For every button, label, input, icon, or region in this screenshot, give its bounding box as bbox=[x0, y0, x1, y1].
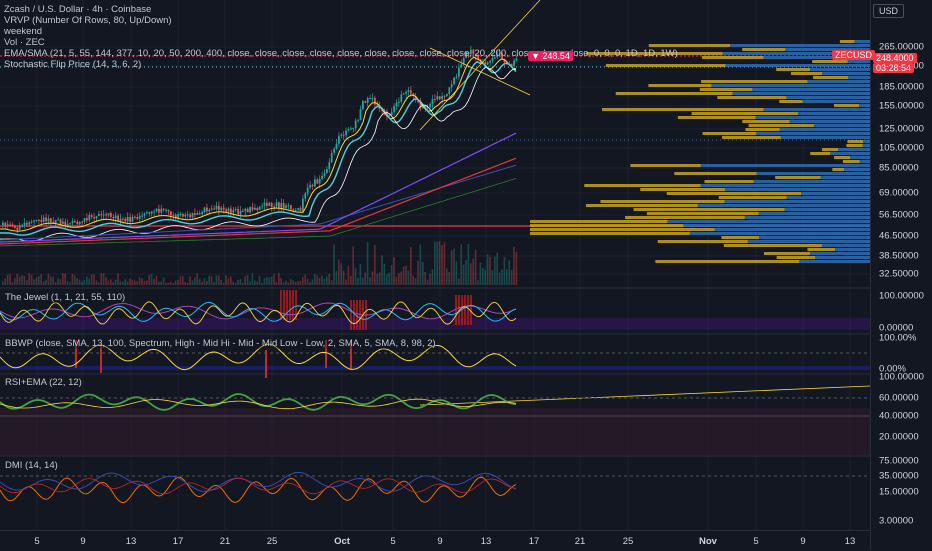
dmi-tick: 3.00000 bbox=[879, 515, 914, 527]
flip-price-tag: ▼ 248.54 bbox=[528, 51, 573, 61]
bbwp-tick: 100.00% bbox=[879, 332, 917, 344]
indicator-weekend[interactable]: weekend bbox=[4, 26, 43, 37]
jewel-pane-title[interactable]: The Jewel (1, 1, 21, 55, 110) bbox=[5, 292, 126, 303]
price-tick: 85.00000 bbox=[879, 162, 919, 174]
dmi-tick: 15.00000 bbox=[879, 486, 919, 498]
time-tick: 17 bbox=[528, 536, 540, 547]
rsi-pane-title[interactable]: RSI+EMA (22, 12) bbox=[5, 377, 82, 388]
rsi-tick: 100.00000 bbox=[879, 371, 924, 383]
currency-button[interactable]: USD bbox=[873, 4, 905, 18]
time-tick: Oct bbox=[334, 536, 350, 547]
price-tick: 265.00000 bbox=[879, 41, 924, 53]
time-tick: 25 bbox=[622, 536, 634, 547]
time-tick: 13 bbox=[125, 536, 137, 547]
time-tick: 9 bbox=[800, 536, 806, 547]
symbol-tag: ZECUSD bbox=[832, 50, 876, 60]
time-tick: Nov bbox=[699, 536, 717, 547]
price-tick: 125.00000 bbox=[879, 123, 924, 135]
indicator-stoch-flip[interactable]: Stochastic Flip Price (14, 3, 6, 2) bbox=[4, 59, 142, 70]
time-tick: 5 bbox=[753, 536, 759, 547]
price-tick: 32.50000 bbox=[879, 268, 919, 280]
rsi-tick: 20.00000 bbox=[879, 431, 919, 443]
dmi-tick: 35.00000 bbox=[879, 470, 919, 482]
jewel-tick: 100.00000 bbox=[879, 290, 924, 302]
time-tick: 17 bbox=[172, 536, 184, 547]
price-tick: 185.00000 bbox=[879, 81, 924, 93]
time-tick: 21 bbox=[219, 536, 231, 547]
price-axis[interactable]: USD 265.00000225.00000185.00000155.00000… bbox=[870, 0, 932, 550]
time-tick: 21 bbox=[574, 536, 586, 547]
time-tick: 13 bbox=[844, 536, 856, 547]
price-tick: 69.00000 bbox=[879, 187, 919, 199]
last-price-tag: 248.4000 bbox=[873, 53, 917, 63]
chart-canvas[interactable] bbox=[0, 0, 870, 530]
time-tick: 25 bbox=[266, 536, 278, 547]
chart-legend: Zcash / U.S. Dollar · 4h · Coinbase VRVP… bbox=[4, 4, 678, 70]
time-axis[interactable]: 5 9 13 17 21 25 Oct 5 9 13 17 21 25 Nov 5 9 13 bbox=[0, 530, 870, 551]
countdown-tag: 03:28:54 bbox=[873, 63, 915, 73]
time-tick: 9 bbox=[437, 536, 443, 547]
indicator-ema-sma[interactable]: EMA/SMA (21, 5, 55, 144, 377, 10, 20, 50… bbox=[4, 48, 678, 59]
time-tick: 13 bbox=[480, 536, 492, 547]
price-tick: 105.00000 bbox=[879, 142, 924, 154]
dmi-pane-title[interactable]: DMI (14, 14) bbox=[5, 460, 58, 471]
symbol-title[interactable]: Zcash / U.S. Dollar · 4h · Coinbase bbox=[4, 4, 152, 15]
rsi-tick: 40.00000 bbox=[879, 410, 919, 422]
price-tick: 38.50000 bbox=[879, 250, 919, 262]
indicator-volume[interactable]: Vol · ZEC bbox=[4, 37, 45, 48]
rsi-tick: 60.00000 bbox=[879, 392, 919, 404]
time-tick: 5 bbox=[34, 536, 40, 547]
price-tick: 155.00000 bbox=[879, 100, 924, 112]
indicator-vrvp[interactable]: VRVP (Number Of Rows, 80, Up/Down) bbox=[4, 15, 172, 26]
jewel-tick: 0.00000 bbox=[879, 322, 914, 334]
price-tick: 46.50000 bbox=[879, 230, 919, 242]
price-tick: 56.50000 bbox=[879, 209, 919, 221]
bbwp-tick: 0.00% bbox=[879, 363, 906, 375]
bbwp-pane-title[interactable]: BBWP (close, SMA, 13, 100, Spectrum, Hig… bbox=[5, 338, 436, 349]
time-tick: 9 bbox=[80, 536, 86, 547]
dmi-tick: 75.00000 bbox=[879, 455, 919, 467]
time-tick: 5 bbox=[390, 536, 396, 547]
